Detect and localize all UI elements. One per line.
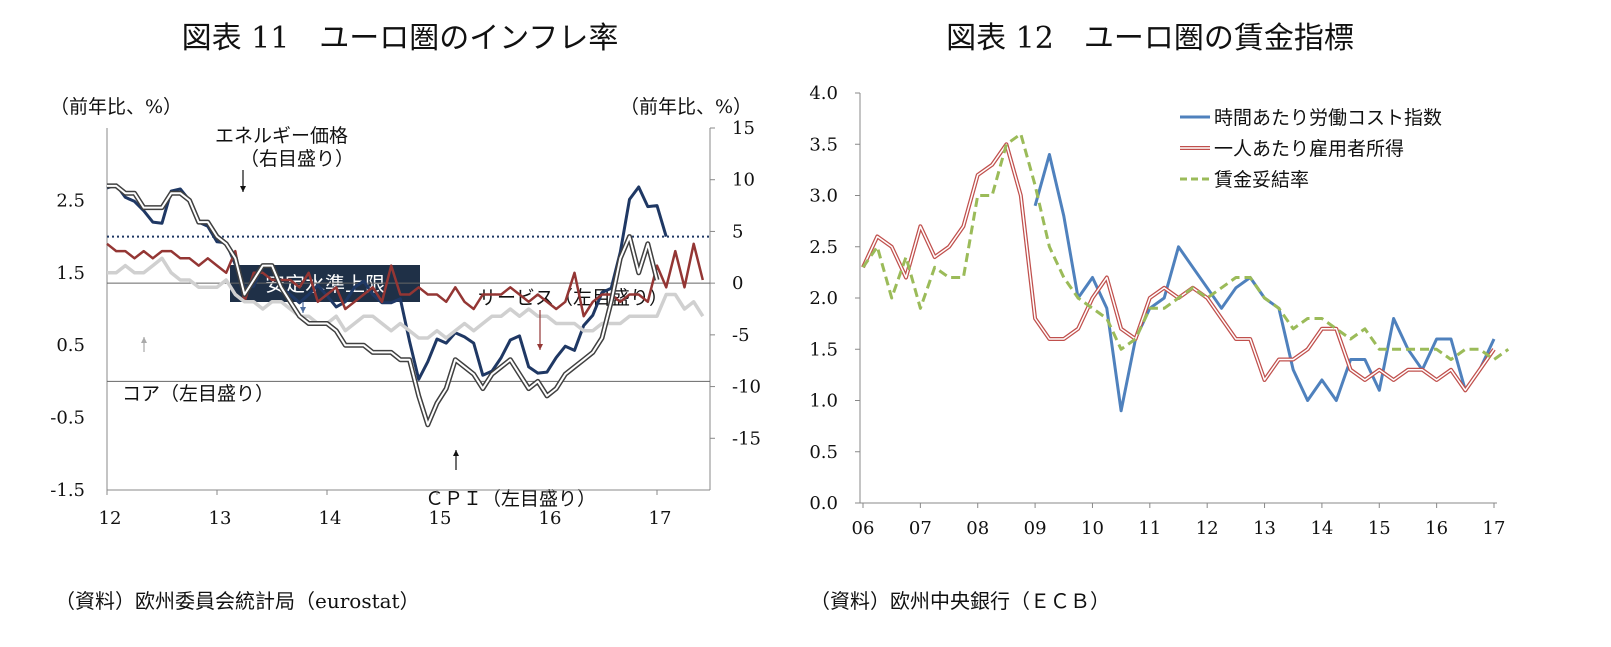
chart11-source: （資料）欧州委員会統計局（eurostat） (55, 589, 420, 613)
chart12-legend: 時間あたり労働コスト指数 一人あたり雇用者所得 賃金妥結率 (1180, 107, 1442, 191)
chart12-y-tick: 2.5 (809, 237, 838, 258)
chart12-negotiated-wages-line (861, 132, 1510, 361)
chart11-x-tick: 15 (429, 508, 452, 529)
chart11-energy-label: エネルギー価格 (215, 125, 348, 147)
chart11-right-axis-label: （前年比、%） (620, 96, 752, 118)
chart11-right-tick: -10 (732, 377, 761, 398)
chart11-threshold-arrow-head (300, 307, 306, 313)
chart11-x-tick: 13 (209, 508, 232, 529)
chart12-compensation-line-inner (862, 143, 1495, 392)
chart11-left-tick: -0.5 (50, 408, 85, 429)
chart11-core-arrow-head (141, 337, 147, 343)
chart12-x-tick: 09 (1024, 518, 1047, 539)
chart12-y-tick: 2.0 (809, 288, 838, 309)
chart12-x-tick: 07 (909, 518, 932, 539)
chart12-plot: 4.0 3.5 3.0 2.5 2.0 1.5 1.0 0.5 0.0 06 07 08 09 10 11 1… (809, 83, 1510, 539)
chart12-source: （資料）欧州中央銀行（ＥＣＢ） (810, 589, 1110, 613)
chart11-cpi-label: ＣＰＩ（左目盛り） (425, 488, 596, 510)
chart11-right-tick: 15 (732, 118, 755, 139)
chart11-x-tick: 17 (649, 508, 672, 529)
chart11-plot: 2.5 1.5 0.5 -0.5 -1.5 15 10 5 0 -5 -10 -15 12 13 14 15 1… (50, 118, 761, 529)
chart11-left-tick: -1.5 (50, 480, 85, 501)
chart12-x-tick: 08 (966, 518, 989, 539)
chart12-x-tick: 14 (1310, 518, 1333, 539)
chart12-x-tick: 16 (1425, 518, 1448, 539)
chart11-service-line (106, 242, 705, 318)
chart12-x-tick: 13 (1253, 518, 1276, 539)
chart12-x-tick: 12 (1196, 518, 1219, 539)
chart11-core-label: コア（左目盛り） (122, 383, 274, 405)
chart12-y-tick: 1.0 (809, 391, 838, 412)
chart11-cpi-line-inner (107, 184, 658, 426)
chart11-right-tick: -15 (732, 428, 761, 449)
chart11-service-label: サービス（左目盛り） (478, 287, 668, 309)
legend-label-compensation: 一人あたり雇用者所得 (1214, 138, 1404, 160)
chart12-compensation-line-outer (861, 142, 1496, 393)
chart11-x-tick: 14 (319, 508, 342, 529)
chart12-compensation-line (861, 142, 1496, 393)
chart11-right-tick: 0 (732, 273, 743, 294)
chart11-left-tick: 0.5 (56, 335, 85, 356)
chart11-left-tick: 1.5 (56, 263, 85, 284)
chart12-y-tick: 0.5 (809, 442, 838, 463)
chart12-y-tick: 3.5 (809, 134, 838, 155)
chart12-x-tick: 15 (1368, 518, 1391, 539)
chart11-energy-axis-label: （右目盛り） (240, 148, 354, 170)
chart11-left-tick: 2.5 (56, 190, 85, 211)
chart11-right-tick: 5 (732, 221, 743, 242)
legend-label-labor-cost: 時間あたり労働コスト指数 (1214, 107, 1442, 129)
chart11-right-tick: -5 (732, 325, 750, 346)
chart11-right-tick: 10 (732, 170, 755, 191)
chart11-cpi-arrow-head (453, 450, 459, 456)
legend-label-negotiated-wages: 賃金妥結率 (1214, 169, 1309, 191)
chart11-x-tick: 12 (99, 508, 122, 529)
chart12-x-tick: 06 (852, 518, 875, 539)
chart11-left-axis-label: （前年比、%） (50, 96, 182, 118)
chart12-title: 図表 12 ユーロ圏の賃金指標 (946, 21, 1354, 56)
chart11-title: 図表 11 ユーロ圏のインフレ率 (182, 21, 619, 56)
chart12-y-tick: 0.0 (809, 493, 838, 514)
chart12-y-tick: 4.0 (809, 83, 838, 104)
chart12-x-tick: 11 (1138, 518, 1161, 539)
chart11-service-arrow-head (537, 344, 543, 350)
chart11-cpi-line (107, 183, 660, 428)
chart11-energy-arrow-head (240, 186, 246, 192)
chart12-x-tick: 17 (1483, 518, 1506, 539)
chart12-y-tick: 3.0 (809, 186, 838, 207)
chart12-x-tick: 10 (1081, 518, 1104, 539)
chart11-x-tick: 16 (539, 508, 562, 529)
chart12-y-tick: 1.5 (809, 339, 838, 360)
